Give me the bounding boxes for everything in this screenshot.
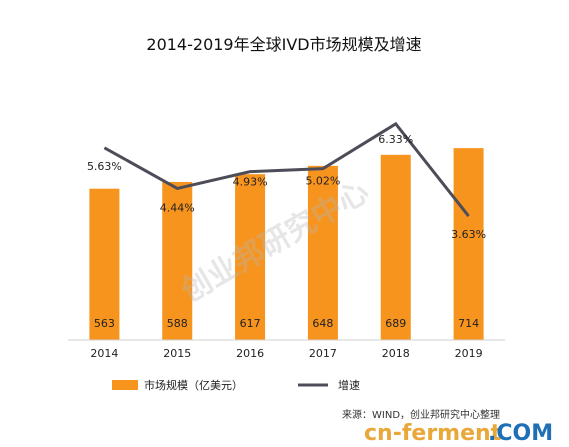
- line-value-labels: 5.63% 4.44% 4.93% 5.02% 6.33% 3.63%: [87, 133, 486, 241]
- growth-label-2017: 5.02%: [305, 175, 340, 188]
- x-tick-2015: 2015: [163, 347, 191, 360]
- bar-label-2015: 588: [167, 317, 188, 330]
- legend-label-bar: 市场规模（亿美元）: [144, 378, 243, 392]
- bar-label-2017: 648: [312, 317, 333, 330]
- watermark-corner-text: cn-ferment: [364, 421, 502, 446]
- growth-line: [103, 121, 470, 217]
- growth-label-2019: 3.63%: [451, 228, 486, 241]
- bar-2018: [380, 154, 411, 340]
- chart-title: 2014-2019年全球IVD市场规模及增速: [146, 35, 421, 54]
- bar-label-2018: 689: [385, 317, 406, 330]
- bar-2016: [235, 174, 266, 340]
- legend: 市场规模（亿美元） 增速: [112, 378, 360, 392]
- bar-2014: [89, 188, 120, 340]
- legend-label-line: 增速: [338, 378, 360, 392]
- x-tick-labels: 2014 2015 2016 2017 2018 2019: [90, 347, 482, 360]
- bar-label-2014: 563: [94, 317, 115, 330]
- growth-label-2014: 5.63%: [87, 160, 122, 173]
- x-tick-2018: 2018: [382, 347, 410, 360]
- bar-2017: [307, 165, 338, 340]
- growth-label-2015: 4.44%: [160, 201, 195, 214]
- growth-label-2018: 6.33%: [378, 133, 413, 146]
- line-series: [103, 121, 470, 217]
- x-tick-2014: 2014: [90, 347, 118, 360]
- legend-swatch-bar: [112, 380, 138, 390]
- watermark-corner-com: .COM: [488, 421, 553, 446]
- x-tick-2019: 2019: [455, 347, 483, 360]
- growth-label-2016: 4.93%: [233, 176, 268, 189]
- bar-2015: [162, 181, 193, 340]
- bar-series: [89, 148, 484, 340]
- bar-value-labels: 563 588 617 648 689 714: [94, 317, 479, 330]
- source-note: 来源：WIND，创业邦研究中心整理: [342, 408, 500, 421]
- x-tick-2016: 2016: [236, 347, 264, 360]
- bar-label-2016: 617: [240, 317, 261, 330]
- watermark-corner: cn-ferment .COM: [364, 421, 553, 446]
- bar-label-2019: 714: [458, 317, 479, 330]
- watermark-center: 创业邦研究中心: [175, 174, 375, 310]
- bar-2019: [453, 148, 484, 340]
- x-tick-2017: 2017: [309, 347, 337, 360]
